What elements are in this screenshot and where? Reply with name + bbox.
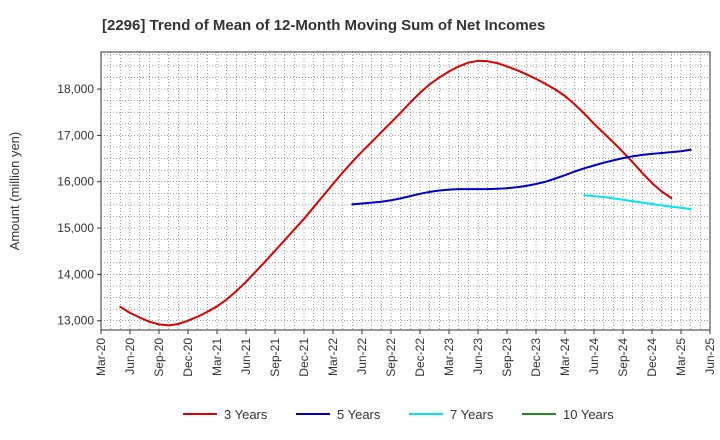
x-tick-label: Dec-20 [181, 338, 195, 377]
x-tick-label: Sep-21 [268, 338, 282, 377]
x-tick-label: Mar-25 [674, 338, 688, 376]
chart-title: [2296] Trend of Mean of 12-Month Moving … [102, 17, 545, 34]
y-axis-label: Amount (million yen) [7, 132, 22, 251]
x-tick-label: Jun-23 [471, 338, 485, 375]
x-tick-label: Mar-22 [326, 338, 340, 376]
y-tick-label: 15,000 [57, 221, 94, 235]
x-tick-label: Dec-21 [297, 338, 311, 377]
legend-label: 5 Years [337, 407, 381, 422]
y-tick-label: 16,000 [57, 175, 94, 189]
y-tick-label: 14,000 [57, 267, 94, 281]
series-line-7-years [583, 194, 692, 211]
x-tick-label: Sep-22 [384, 338, 398, 377]
x-tick-label: Mar-24 [558, 338, 572, 376]
x-tick-label: Mar-20 [94, 338, 108, 376]
x-tick-label: Sep-20 [152, 338, 166, 377]
y-axis: 13,000 14,000 15,000 16,000 17,000 18,000 [57, 82, 101, 328]
x-tick-label: Dec-24 [645, 338, 659, 377]
x-tick-label: Sep-24 [616, 338, 630, 377]
legend: 3 Years 5 Years 7 Years 10 Years [183, 407, 614, 422]
legend-label: 7 Years [450, 407, 494, 422]
x-tick-label: Mar-21 [210, 338, 224, 376]
x-tick-label: Jun-25 [703, 338, 717, 375]
x-tick-label: Jun-20 [123, 338, 137, 375]
y-tick-label: 17,000 [57, 128, 94, 142]
x-tick-label: Dec-23 [529, 338, 543, 377]
y-tick-label: 18,000 [57, 82, 94, 96]
x-tick-label: Sep-23 [500, 338, 514, 377]
legend-label: 10 Years [563, 407, 614, 422]
x-tick-label: Jun-22 [355, 338, 369, 375]
x-axis: Mar-20 Jun-20 Sep-20 Dec-20 Mar-21 Jun-21 Sep-… [94, 330, 717, 377]
grid [101, 52, 710, 330]
x-tick-label: Jun-21 [239, 338, 253, 375]
series-line-5-years [351, 148, 692, 206]
x-tick-label: Jun-24 [587, 338, 601, 375]
legend-label: 3 Years [224, 407, 268, 422]
x-tick-label: Mar-23 [442, 338, 456, 376]
plot-area [100, 51, 711, 331]
series-line-3-years [119, 59, 673, 327]
series [119, 59, 692, 327]
y-tick-label: 13,000 [57, 314, 94, 328]
x-tick-label: Dec-22 [413, 338, 427, 377]
